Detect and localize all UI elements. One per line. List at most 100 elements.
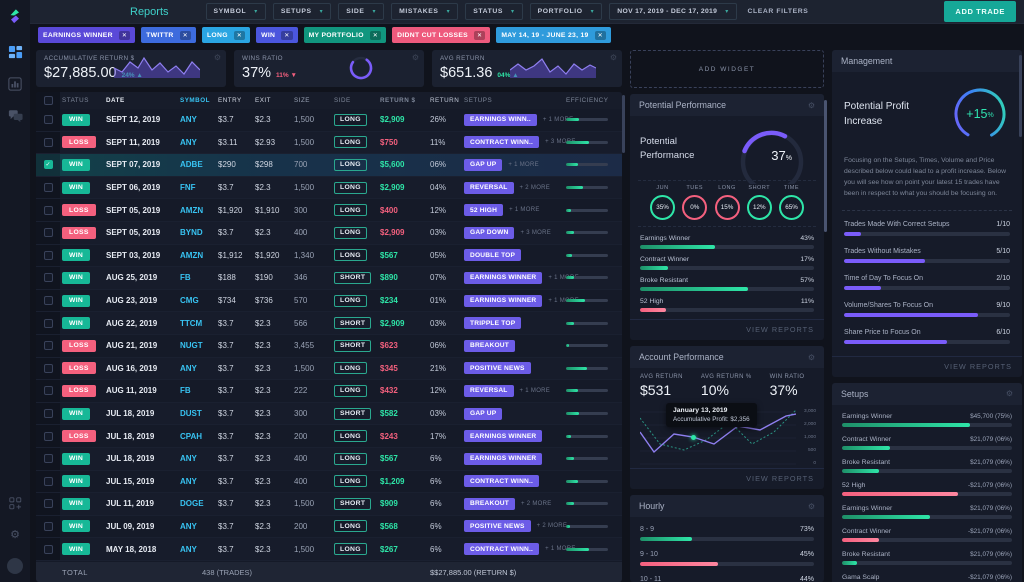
more-setups[interactable]: + 2 MORE xyxy=(536,523,568,530)
row-checkbox[interactable] xyxy=(36,176,60,199)
setup-badge[interactable]: EARNINGS WINNER xyxy=(464,271,543,284)
close-icon[interactable]: ✕ xyxy=(369,30,382,40)
table-row[interactable]: WIN JUL 15, 2019 ANY $3.7 $2.3 400 LONG … xyxy=(36,470,622,494)
table-row[interactable]: LOSS SEPT 05, 2019 BYND $3.7 $2.3 400 LO… xyxy=(36,221,622,245)
table-row[interactable]: LOSS SEPT 11, 2019 ANY $3.11 $2.93 1,500… xyxy=(36,131,622,155)
filter-chip[interactable]: TWITTR ✕ xyxy=(141,27,196,43)
column-header[interactable]: SETUPS xyxy=(464,97,493,104)
date-range-dropdown[interactable]: NOV 17, 2019 - DEC 17, 2019 ▾ xyxy=(609,3,737,20)
table-row[interactable]: LOSS SEPT 05, 2019 AMZN $1,920 $1,910 30… xyxy=(36,199,622,222)
column-header[interactable]: RETURN $ xyxy=(380,97,416,104)
setup-badge[interactable]: GAP UP xyxy=(464,158,503,171)
column-header[interactable]: EFFICIENCY xyxy=(566,97,609,104)
table-scrollbar[interactable] xyxy=(622,95,625,153)
filter-chip[interactable]: EARNINGS WINNER ✕ xyxy=(38,27,136,43)
filter-dropdown-setups[interactable]: SETUPS ▾ xyxy=(272,3,332,20)
more-setups[interactable]: + 1 MORE xyxy=(519,387,551,394)
table-row[interactable]: WIN JUL 18, 2019 DUST $3.7 $2.3 300 SHOR… xyxy=(36,402,622,426)
view-reports-link[interactable]: VIEW REPORTS xyxy=(630,319,824,340)
setup-badge[interactable]: CONTRACT WINN.. xyxy=(464,475,540,488)
filter-dropdown-mistakes[interactable]: MISTAKES ▾ xyxy=(391,3,459,20)
column-header[interactable]: STATUS xyxy=(62,97,89,104)
more-setups[interactable]: + 1 MORE xyxy=(548,297,579,304)
more-setups[interactable]: + 2 MORE xyxy=(520,500,552,507)
more-setups[interactable]: + 1 MORE xyxy=(508,161,539,168)
sidebar-item-dashboard[interactable] xyxy=(6,43,24,61)
row-checkbox[interactable] xyxy=(36,312,60,334)
add-widget-button[interactable]: ADD WIDGET xyxy=(630,50,824,88)
setup-badge[interactable]: POSITIVE NEWS xyxy=(464,362,531,375)
setup-badge[interactable]: GAP DOWN xyxy=(464,226,515,239)
table-row[interactable]: LOSS AUG 11, 2019 FB $3.7 $2.3 222 LONG … xyxy=(36,380,622,403)
add-trade-button[interactable]: ADD TRADE xyxy=(944,1,1016,22)
setup-badge[interactable]: POSITIVE NEWS xyxy=(464,520,531,533)
column-header[interactable]: RETURN xyxy=(430,97,460,104)
row-checkbox[interactable] xyxy=(36,131,60,154)
table-row[interactable]: WIN AUG 25, 2019 FB $188 $190 346 SHORT … xyxy=(36,267,622,290)
setup-badge[interactable]: DOUBLE TOP xyxy=(464,249,522,262)
table-row[interactable]: WIN MAY 18, 2018 ANY $3.7 $2.3 1,500 LON… xyxy=(36,538,622,561)
row-checkbox[interactable] xyxy=(36,493,60,515)
select-all-checkbox[interactable] xyxy=(36,92,60,109)
filter-dropdown-symbol[interactable]: SYMBOL ▾ xyxy=(205,3,266,20)
close-icon[interactable]: ✕ xyxy=(233,30,246,40)
row-checkbox[interactable] xyxy=(36,289,60,312)
gear-icon[interactable]: ⚙ xyxy=(807,100,815,110)
row-checkbox[interactable] xyxy=(36,267,60,289)
right-column-scrollbar[interactable] xyxy=(1019,55,1022,137)
table-row[interactable]: WIN AUG 23, 2019 CMG $734 $736 570 LONG … xyxy=(36,289,622,313)
column-header[interactable]: ENTRY xyxy=(218,97,242,104)
gear-icon[interactable]: ⚙ xyxy=(609,53,617,62)
row-checkbox[interactable] xyxy=(36,380,60,402)
table-row[interactable]: WIN JUL 09, 2019 ANY $3.7 $2.3 200 LONG … xyxy=(36,515,622,539)
column-header[interactable]: SIDE xyxy=(334,97,351,104)
row-checkbox[interactable] xyxy=(36,538,60,560)
close-icon[interactable]: ✕ xyxy=(594,30,606,40)
filter-chip[interactable]: MAY 14, 19 - JUNE 23, 19 ✕ xyxy=(496,27,611,43)
sidebar-item-analytics[interactable] xyxy=(6,75,24,93)
clear-filters-button[interactable]: CLEAR FILTERS xyxy=(747,8,809,15)
table-row[interactable]: WIN JUL 18, 2019 ANY $3.7 $2.3 400 LONG … xyxy=(36,447,622,471)
row-checkbox[interactable] xyxy=(36,515,60,538)
filter-chip[interactable]: WIN ✕ xyxy=(256,27,298,43)
filter-chip[interactable]: DIDNT CUT LOSSES ✕ xyxy=(392,27,491,43)
row-checkbox[interactable] xyxy=(36,402,60,425)
row-checkbox[interactable] xyxy=(36,109,60,131)
more-setups[interactable]: + 2 MORE xyxy=(519,184,551,191)
more-setups[interactable]: + 1 MORE xyxy=(542,116,574,123)
setup-badge[interactable]: 52 HIGH xyxy=(464,204,504,217)
close-icon[interactable]: ✕ xyxy=(179,30,191,40)
filter-dropdown-portfolio[interactable]: PORTFOLIO ▾ xyxy=(529,3,603,20)
settings-gear-icon[interactable]: ⚙ xyxy=(10,528,20,541)
more-setups[interactable]: + 3 MORE xyxy=(520,229,552,236)
table-row[interactable]: WIN SEPT 12, 2019 ANY $3.7 $2.3 1,500 LO… xyxy=(36,109,622,132)
setup-badge[interactable]: REVERSAL xyxy=(464,384,514,397)
setup-badge[interactable]: EARNINGS WINNER xyxy=(464,430,543,443)
table-row[interactable]: WIN JUL 11, 2019 DOGE $3.7 $2.3 1,500 SH… xyxy=(36,493,622,516)
table-row[interactable]: ✓ WIN SEPT 07, 2019 ADBE $290 $298 700 L… xyxy=(36,154,622,177)
setup-badge[interactable]: GAP UP xyxy=(464,407,503,420)
filter-dropdown-status[interactable]: STATUS ▾ xyxy=(465,3,523,20)
gear-icon[interactable]: ⚙ xyxy=(807,352,815,362)
gear-icon[interactable]: ⚙ xyxy=(807,501,815,511)
setup-badge[interactable]: EARNINGS WINNER xyxy=(464,452,543,465)
user-avatar[interactable] xyxy=(7,558,23,574)
setup-badge[interactable]: EARNINGS WINNER xyxy=(464,294,543,307)
close-icon[interactable]: ✕ xyxy=(281,30,293,40)
row-checkbox[interactable] xyxy=(36,425,60,447)
sidebar-item-messages[interactable] xyxy=(6,107,24,125)
setup-badge[interactable]: TRIPPLE TOP xyxy=(464,317,522,330)
row-checkbox[interactable] xyxy=(36,221,60,244)
gear-icon[interactable]: ⚙ xyxy=(1005,389,1013,398)
row-checkbox[interactable] xyxy=(36,470,60,493)
row-checkbox[interactable] xyxy=(36,334,60,357)
more-setups[interactable]: + 1 MORE xyxy=(548,274,579,281)
add-widget-icon[interactable] xyxy=(6,494,24,512)
table-row[interactable]: LOSS AUG 21, 2019 NUGT $3.7 $2.3 3,455 S… xyxy=(36,334,622,358)
more-setups[interactable]: + 3 MORE xyxy=(545,139,576,146)
setup-badge[interactable]: BREAKOUT xyxy=(464,497,515,510)
column-header[interactable]: DATE xyxy=(106,97,125,104)
table-row[interactable]: WIN AUG 22, 2019 TTCM $3.7 $2.3 566 SHOR… xyxy=(36,312,622,335)
view-reports-link[interactable]: VIEW REPORTS xyxy=(630,468,824,489)
column-header[interactable]: SIZE xyxy=(294,97,310,104)
